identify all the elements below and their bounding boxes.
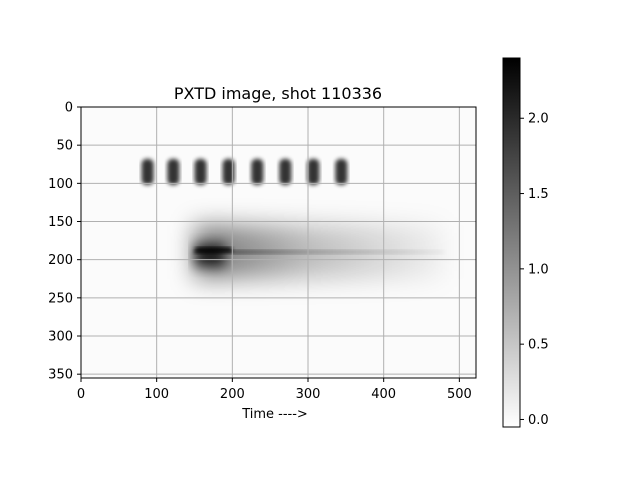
heatmap-image	[81, 107, 476, 378]
x-tick-label: 400	[371, 387, 396, 402]
y-tick-label: 300	[48, 330, 73, 345]
x-tick-label: 300	[296, 387, 321, 402]
x-tick-label: 500	[447, 387, 472, 402]
y-tick-label: 350	[48, 368, 73, 383]
chart-title: PXTD image, shot 110336	[174, 84, 382, 103]
colorbar	[502, 57, 521, 428]
colorbar-tick-label: 1.0	[528, 262, 549, 277]
y-tick-label: 100	[48, 177, 73, 192]
fiducial-spot	[194, 158, 207, 185]
colorbar-axis: 0.0 0.5 1.0 1.5 2.0	[520, 112, 549, 428]
colorbar-tick-label: 0.0	[528, 413, 549, 428]
colorbar-tick-label: 2.0	[528, 112, 549, 127]
colorbar-tick-label: 1.5	[528, 187, 549, 202]
colorbar-tick-label: 0.5	[528, 338, 549, 353]
y-tick-label: 150	[48, 215, 73, 230]
streak-centerline	[194, 250, 445, 255]
y-tick-label: 250	[48, 291, 73, 306]
y-axis: 0 50 100 150 200 250 300 350	[48, 101, 81, 383]
y-tick-label: 200	[48, 253, 73, 268]
x-tick-label: 200	[220, 387, 245, 402]
y-tick-label: 0	[65, 101, 73, 116]
plot-frame	[80, 106, 477, 379]
grid	[81, 107, 476, 378]
fiducial-spot	[222, 158, 235, 185]
fiducial-spot	[335, 158, 348, 185]
x-axis: 0 100 200 300 400 500	[77, 378, 472, 402]
fiducial-spot	[307, 158, 320, 185]
fiducial-spot	[141, 158, 154, 185]
x-tick-label: 100	[144, 387, 169, 402]
y-tick-label: 50	[56, 139, 73, 154]
fiducial-spot	[251, 158, 264, 185]
x-tick-label: 0	[77, 387, 85, 402]
fiducial-spot	[167, 158, 180, 185]
fiducial-spot	[279, 158, 292, 185]
x-axis-label: Time ---->	[241, 407, 308, 422]
